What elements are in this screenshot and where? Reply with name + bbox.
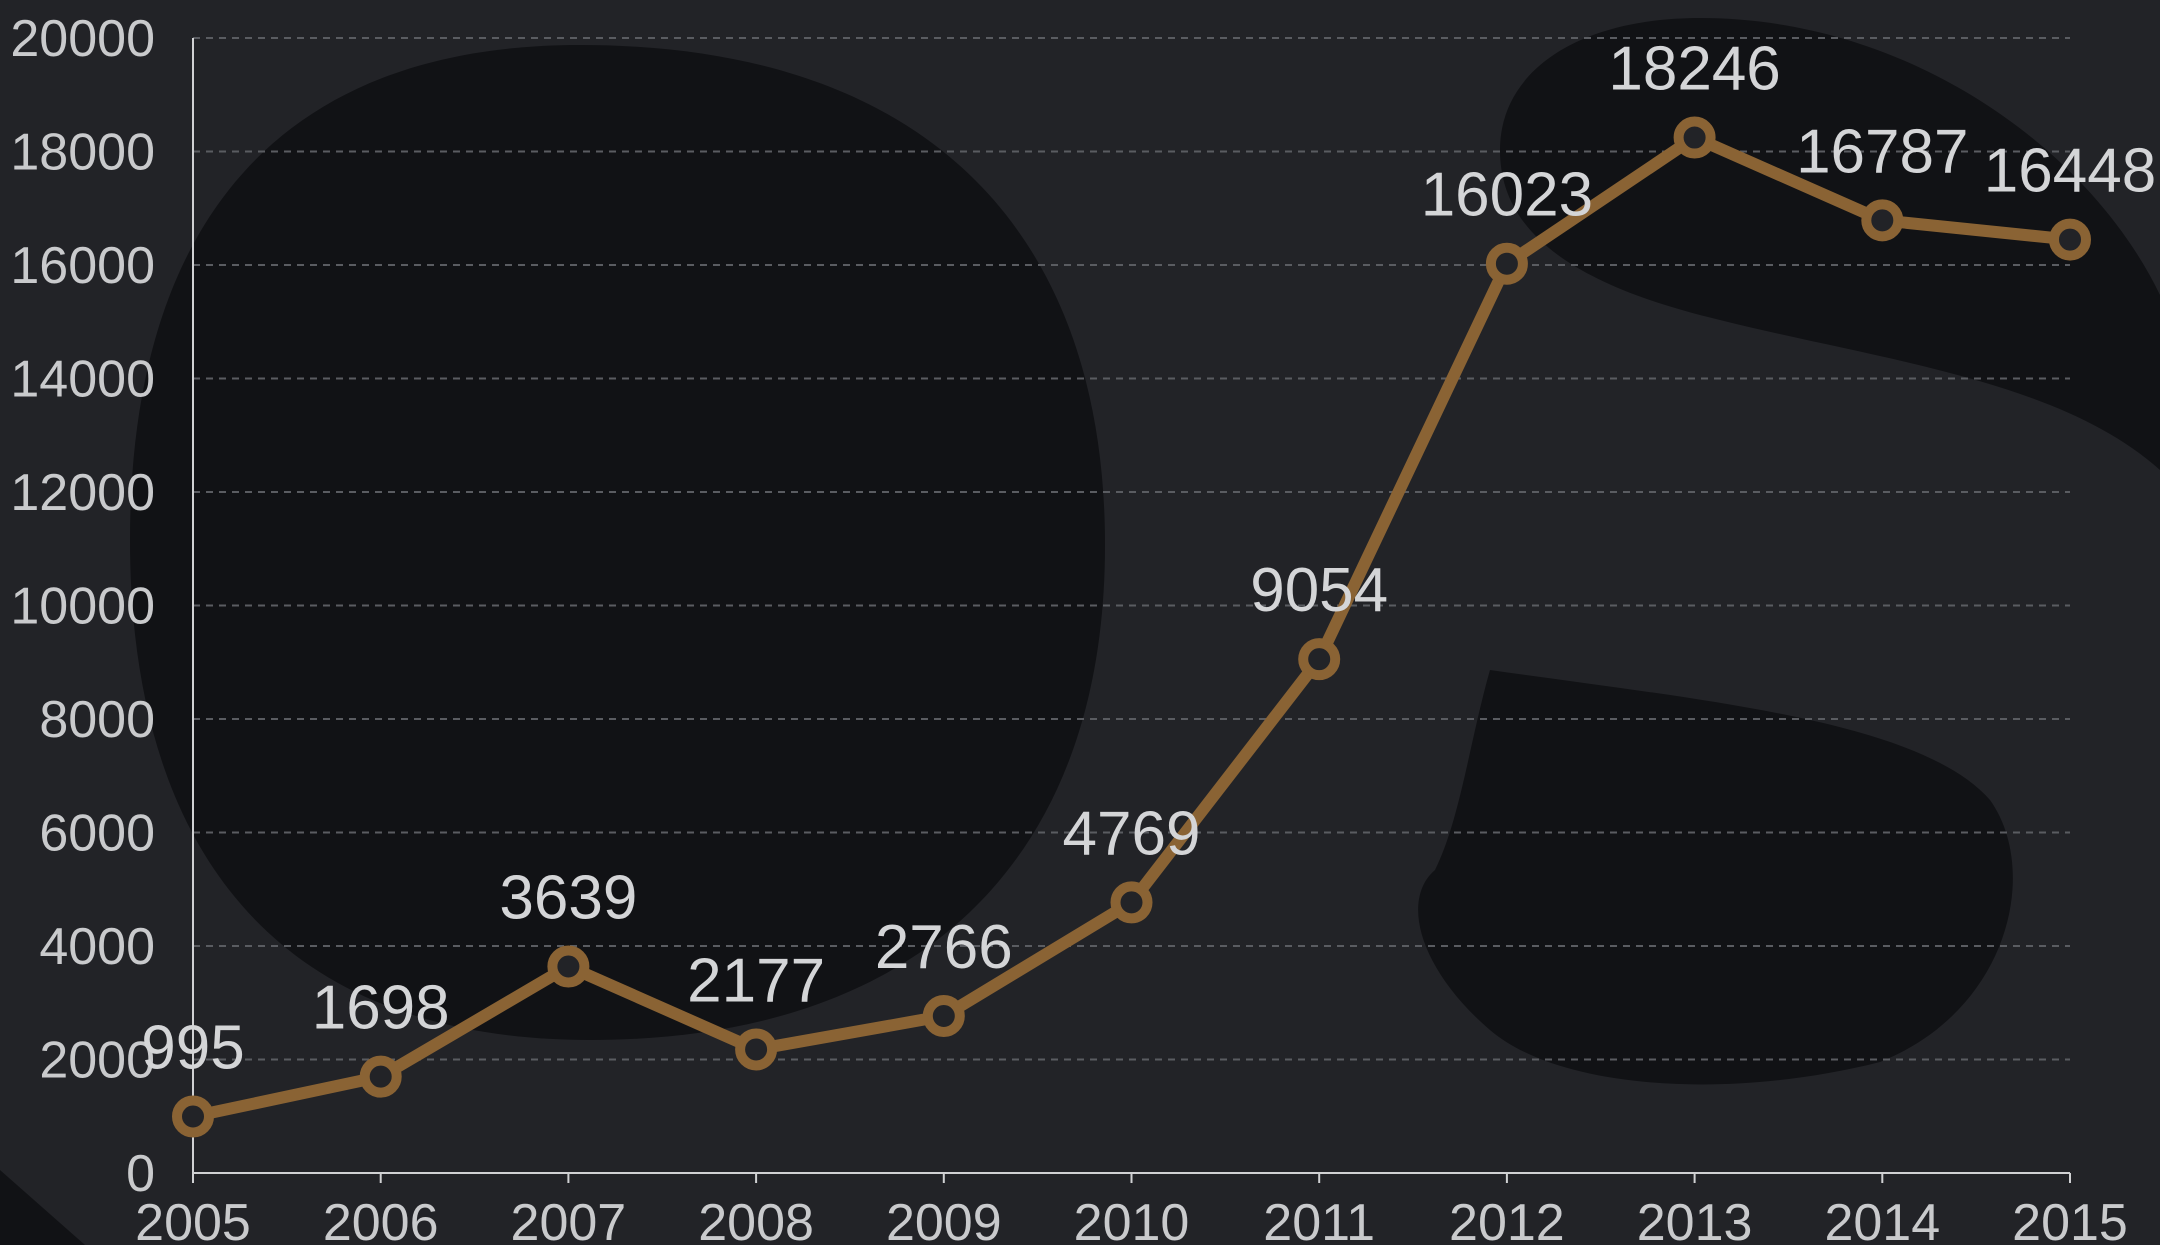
y-tick-label-6000: 6000	[39, 805, 155, 863]
x-tick-label-2015: 2015	[2012, 1194, 2128, 1245]
data-label-2010: 4769	[1063, 799, 1201, 868]
data-point-2005	[172, 1095, 214, 1138]
data-point-2007	[547, 945, 590, 988]
data-point-2012	[1485, 242, 1528, 285]
data-point-2011	[1298, 638, 1341, 681]
data-point-2008	[735, 1028, 778, 1071]
y-tick-label-14000: 14000	[10, 351, 155, 409]
data-label-2007: 3639	[499, 863, 637, 932]
data-label-2009: 2766	[875, 913, 1013, 982]
y-tick-label-18000: 18000	[10, 124, 155, 182]
data-label-2013: 18246	[1608, 35, 1780, 104]
x-axis-tick-labels: 2005 2006 2007 2008 2009 2010 2011 2012 2013 2014…	[135, 1194, 2128, 1245]
data-point-2009	[922, 995, 965, 1038]
y-tick-label-10000: 10000	[10, 578, 155, 636]
x-tick-label-2008: 2008	[698, 1194, 814, 1245]
data-point-2013	[1673, 116, 1716, 159]
x-tick-label-2006: 2006	[323, 1194, 439, 1245]
x-tick-label-2014: 2014	[1824, 1194, 1940, 1245]
data-point-2015	[2049, 218, 2091, 261]
x-tick-label-2007: 2007	[511, 1194, 627, 1245]
data-label-2015: 16448	[1984, 137, 2156, 206]
y-tick-label-16000: 16000	[10, 237, 155, 295]
series-points	[172, 116, 2091, 1138]
data-label-2014: 16787	[1796, 117, 1968, 186]
y-tick-label-4000: 4000	[39, 918, 155, 976]
x-tick-label-2011: 2011	[1263, 1194, 1375, 1245]
data-label-2006: 1698	[312, 974, 450, 1043]
data-label-2012: 16023	[1421, 161, 1593, 230]
data-point-2014	[1861, 199, 1904, 242]
x-tick-label-2012: 2012	[1449, 1194, 1565, 1245]
watermark-letter-o	[130, 45, 1105, 1040]
y-tick-label-2000: 2000	[39, 1032, 155, 1090]
data-point-2006	[359, 1055, 402, 1098]
chart-axes	[192, 38, 2071, 1183]
x-tick-label-2009: 2009	[886, 1194, 1002, 1245]
y-axis-tick-labels: 0 2000 4000 6000 8000 10000 12000 14000 16000 180…	[10, 10, 155, 1203]
y-tick-label-12000: 12000	[10, 464, 155, 522]
data-labels: 995 1698 3639 2177 2766 4769 9054 1602318246167…	[141, 35, 2156, 1083]
watermark-corner-shape	[0, 1170, 85, 1245]
x-tick-label-2005: 2005	[135, 1194, 251, 1245]
data-point-2010	[1110, 881, 1153, 924]
watermark-letter-s	[1418, 18, 2160, 1085]
x-tick-label-2010: 2010	[1074, 1194, 1190, 1245]
data-label-2011: 9054	[1250, 556, 1388, 625]
y-tick-label-8000: 8000	[39, 691, 155, 749]
x-tick-label-2013: 2013	[1637, 1194, 1753, 1245]
chart-gridlines	[193, 37, 2070, 1061]
data-label-2005: 995	[141, 1014, 244, 1083]
data-label-2008: 2177	[687, 946, 825, 1015]
background-watermark	[0, 18, 2160, 1245]
y-tick-label-0: 0	[126, 1145, 155, 1203]
y-tick-label-20000: 20000	[10, 10, 155, 68]
